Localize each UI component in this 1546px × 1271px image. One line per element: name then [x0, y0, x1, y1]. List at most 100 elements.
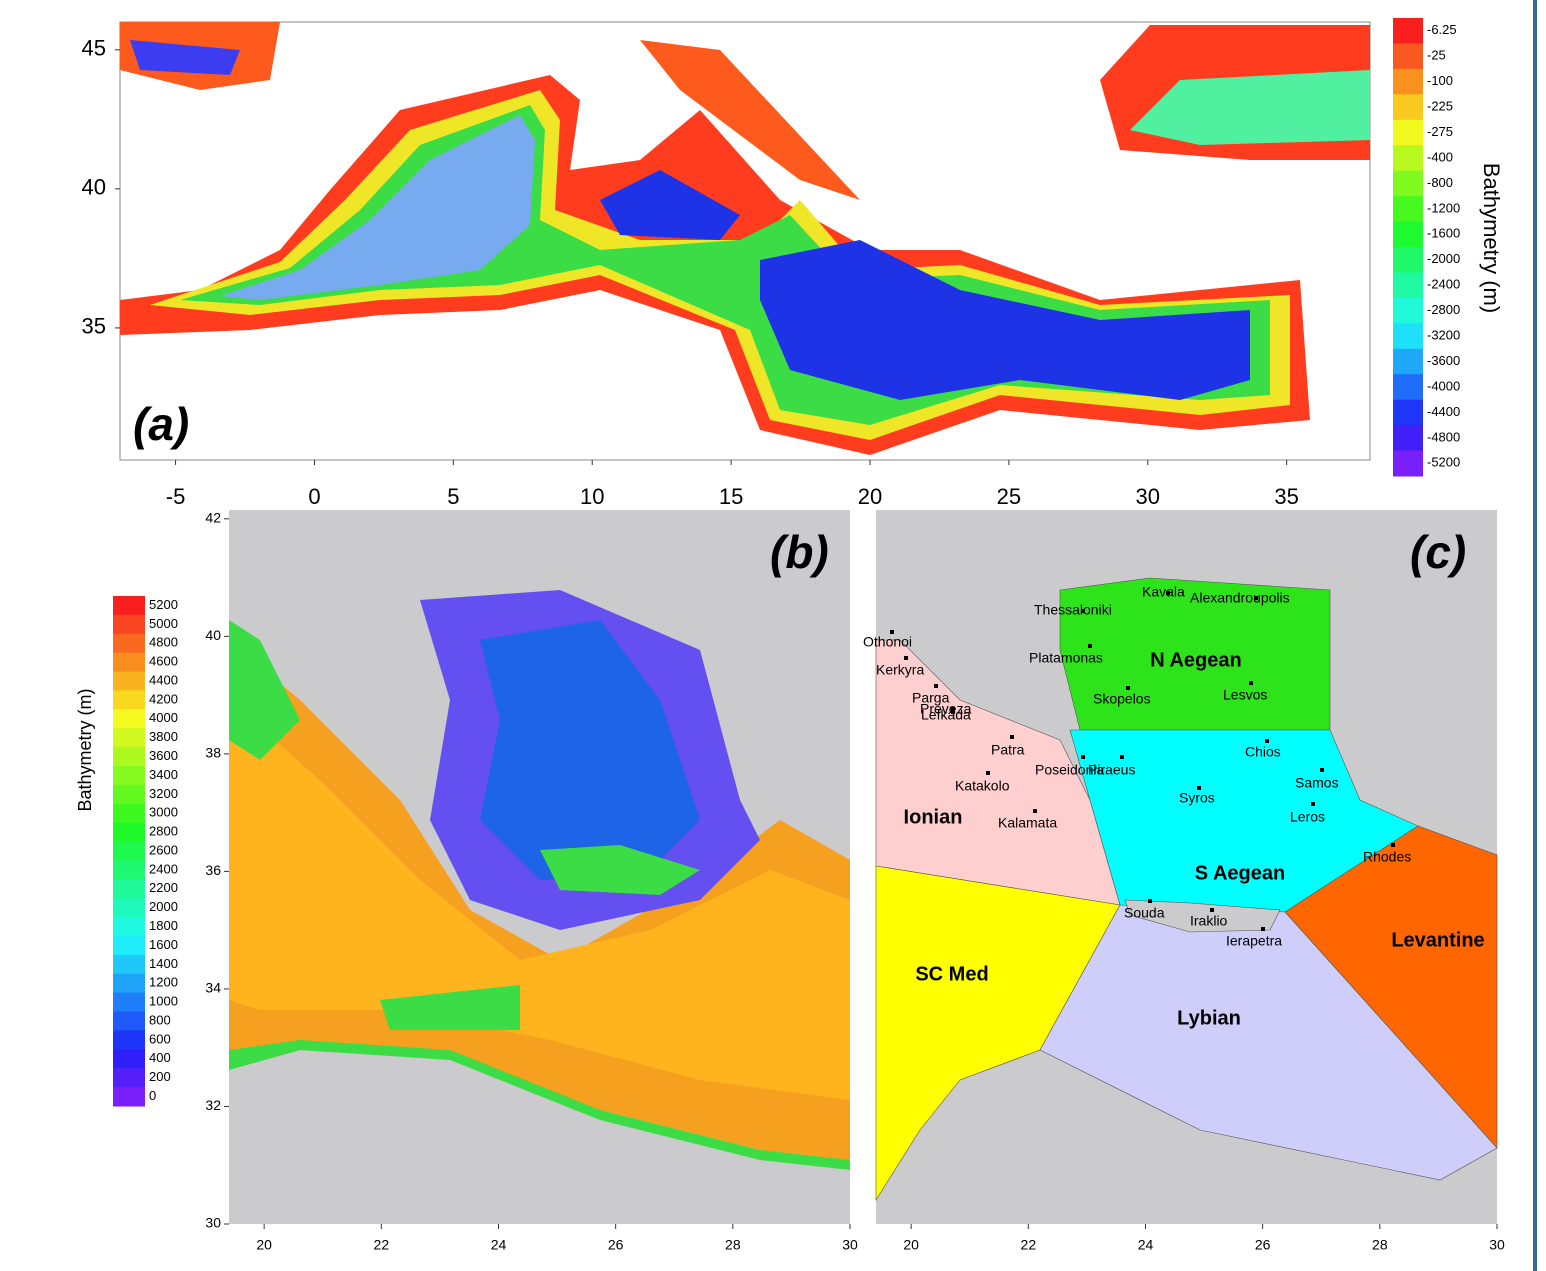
x-tick-label: 24: [1138, 1237, 1154, 1253]
colorbar-label: 2000: [149, 899, 178, 914]
colorbar-label: -6.25: [1427, 22, 1457, 37]
x-tick-label: 35: [1274, 484, 1298, 509]
colorbar-swatch: [113, 1030, 145, 1049]
colorbar-label: -1200: [1427, 200, 1460, 215]
x-tick-label: 22: [374, 1237, 390, 1253]
colorbar-label: -4000: [1427, 378, 1460, 393]
colorbar-label: 1800: [149, 918, 178, 933]
region-label: S Aegean: [1195, 862, 1285, 884]
place-label: Samos: [1295, 775, 1339, 791]
x-tick-label: 28: [1372, 1237, 1388, 1253]
colorbar-swatch: [1393, 145, 1423, 171]
colorbar-swatch: [1393, 349, 1423, 375]
colorbar-swatch: [1393, 18, 1423, 44]
panel-label: (c): [1410, 526, 1466, 578]
colorbar-label: -800: [1427, 175, 1453, 190]
colorbar-swatch: [1393, 323, 1423, 349]
y-tick-label: 38: [205, 745, 221, 761]
colorbar-swatch: [113, 690, 145, 709]
colorbar-label: -1600: [1427, 226, 1460, 241]
colorbar-label: 200: [149, 1069, 171, 1084]
place-label: Platamonas: [1029, 650, 1103, 666]
y-tick-label: 40: [205, 627, 221, 643]
place-marker: [1126, 686, 1130, 690]
x-tick-label: 30: [1136, 484, 1160, 509]
colorbar-swatch: [1393, 43, 1423, 69]
place-label: Chios: [1245, 744, 1281, 760]
colorbar-swatch: [113, 804, 145, 823]
colorbar-swatch: [113, 634, 145, 653]
colorbar-swatch: [1393, 247, 1423, 273]
colorbar-label: 600: [149, 1031, 171, 1046]
place-marker: [1311, 802, 1315, 806]
place-label: Kalamata: [998, 815, 1057, 831]
colorbar: 5200500048004600440042004000380036003400…: [113, 596, 178, 1107]
colorbar-label: -2800: [1427, 302, 1460, 317]
place-label: Alexandroupolis: [1190, 590, 1290, 606]
colorbar-swatch: [113, 1012, 145, 1031]
y-tick-label: 32: [205, 1097, 221, 1113]
x-tick-label: 20: [903, 1237, 919, 1253]
colorbar-label: 4000: [149, 710, 178, 725]
x-tick-label: 0: [308, 484, 320, 509]
colorbar-label: 4600: [149, 654, 178, 669]
place-marker: [1265, 739, 1269, 743]
place-label: Souda: [1124, 905, 1165, 921]
colorbar-swatch: [1393, 69, 1423, 95]
colorbar-swatch: [113, 785, 145, 804]
region-label: SC Med: [915, 963, 988, 985]
colorbar-swatch: [1393, 374, 1423, 400]
colorbar-swatch: [113, 747, 145, 766]
colorbar-label: -3600: [1427, 353, 1460, 368]
colorbar-swatch: [113, 898, 145, 917]
colorbar-swatch: [113, 879, 145, 898]
y-tick-label: 34: [205, 980, 221, 996]
x-tick-label: 10: [580, 484, 604, 509]
colorbar-label: -4800: [1427, 429, 1460, 444]
place-marker: [934, 684, 938, 688]
colorbar-label: 2400: [149, 861, 178, 876]
x-tick-label: 5: [447, 484, 459, 509]
x-tick-label: 28: [725, 1237, 741, 1253]
x-tick-label: 20: [858, 484, 882, 509]
x-tick-label: -5: [166, 484, 186, 509]
place-marker: [1249, 681, 1253, 685]
y-tick-label: 36: [205, 862, 221, 878]
colorbar-swatch: [113, 955, 145, 974]
x-tick-label: 24: [491, 1237, 507, 1253]
colorbar-label: -4400: [1427, 404, 1460, 419]
colorbar-swatch: [113, 596, 145, 615]
colorbar-swatch: [1393, 400, 1423, 426]
colorbar-swatch: [113, 615, 145, 634]
colorbar-label: -2400: [1427, 277, 1460, 292]
place-label: Leros: [1290, 809, 1325, 825]
colorbar-swatch: [113, 917, 145, 936]
colorbar-swatch: [1393, 222, 1423, 248]
panel-label: (a): [133, 398, 189, 450]
place-marker: [986, 771, 990, 775]
place-label: Kerkyra: [876, 662, 924, 678]
colorbar-swatch: [113, 823, 145, 842]
place-marker: [1261, 927, 1265, 931]
colorbar-label: 0: [149, 1088, 156, 1103]
place-label: Ierapetra: [1226, 933, 1282, 949]
colorbar-swatch: [1393, 272, 1423, 298]
place-label: Thessaloniki: [1034, 602, 1112, 618]
panel-label: (b): [770, 526, 829, 578]
colorbar-swatch: [1393, 196, 1423, 222]
colorbar-swatch: [113, 653, 145, 672]
colorbar-label: 2200: [149, 880, 178, 895]
colorbar-label: 1000: [149, 994, 178, 1009]
colorbar-label: -275: [1427, 124, 1453, 139]
place-label: Lesvos: [1223, 687, 1267, 703]
colorbar-label: 1600: [149, 937, 178, 952]
colorbar-swatch: [113, 993, 145, 1012]
colorbar-swatch: [1393, 451, 1423, 477]
y-tick-label: 30: [205, 1215, 221, 1231]
place-label: Lefkada: [921, 707, 971, 723]
colorbar-label: 4800: [149, 635, 178, 650]
colorbar-label: 400: [149, 1050, 171, 1065]
colorbar-label: 1400: [149, 956, 178, 971]
x-tick-label: 26: [608, 1237, 624, 1253]
colorbar-title: Bathymetry (m): [75, 688, 95, 811]
